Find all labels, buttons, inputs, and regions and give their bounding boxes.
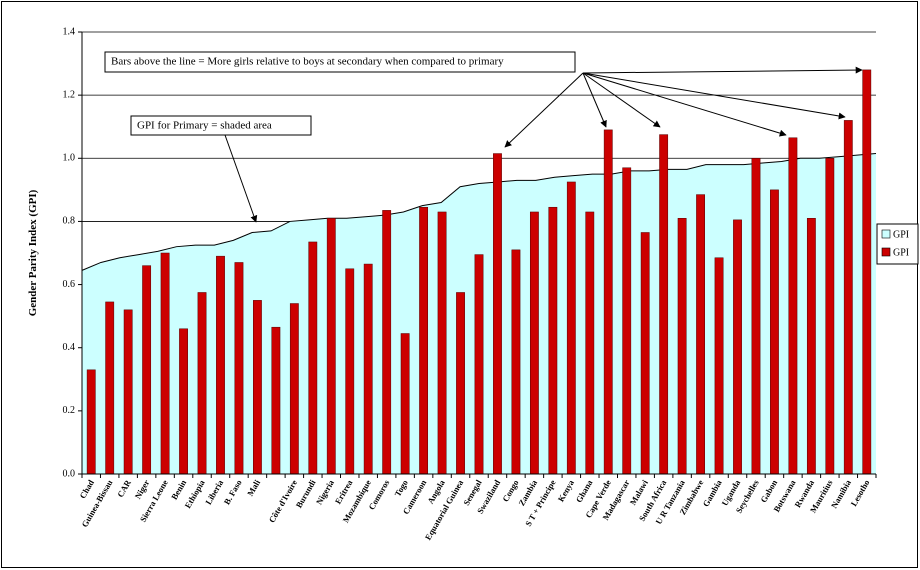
bar bbox=[696, 194, 705, 475]
bar bbox=[382, 210, 392, 475]
legend: GPI GPI bbox=[876, 223, 919, 265]
y-tick-label: 0.2 bbox=[63, 405, 76, 416]
bar bbox=[326, 218, 336, 475]
bar bbox=[234, 262, 244, 475]
arrows bbox=[224, 66, 863, 223]
bar bbox=[419, 206, 429, 475]
y-tick-label: 0.8 bbox=[63, 216, 76, 227]
bar bbox=[566, 181, 576, 475]
bar bbox=[345, 268, 355, 475]
bar bbox=[733, 219, 742, 475]
bar bbox=[677, 218, 687, 475]
bar bbox=[640, 232, 650, 475]
arrow bbox=[224, 134, 258, 223]
bar bbox=[456, 292, 465, 475]
bar bbox=[529, 211, 539, 475]
bar bbox=[400, 333, 410, 475]
bar bbox=[825, 158, 835, 475]
bar bbox=[806, 218, 816, 475]
bar bbox=[216, 255, 225, 475]
arrow bbox=[582, 66, 863, 74]
bar bbox=[160, 252, 170, 475]
legend-label: GPI bbox=[893, 229, 909, 240]
bar bbox=[179, 328, 188, 475]
bar bbox=[788, 137, 798, 475]
plot-area bbox=[78, 31, 877, 478]
bar bbox=[751, 158, 761, 475]
bar bbox=[659, 134, 669, 475]
arrow bbox=[582, 72, 661, 128]
arrow bbox=[582, 72, 846, 120]
annotation-box bbox=[104, 51, 576, 73]
y-tick-label: 1.4 bbox=[63, 26, 76, 37]
bar bbox=[511, 249, 521, 475]
y-axis-title: Gender Parity Index (GPI) bbox=[27, 189, 39, 316]
bar bbox=[770, 189, 779, 475]
annotation: GPI for Primary = shaded area bbox=[137, 120, 272, 132]
arrow bbox=[582, 72, 607, 128]
annotation-box bbox=[130, 115, 312, 136]
bar bbox=[271, 326, 281, 475]
y-tick-label: 0.4 bbox=[63, 342, 76, 353]
bar bbox=[86, 369, 96, 475]
bar bbox=[105, 301, 115, 475]
bar bbox=[474, 254, 484, 475]
bar bbox=[363, 263, 373, 475]
legend-swatch bbox=[881, 229, 891, 239]
bar bbox=[862, 69, 872, 475]
bar bbox=[714, 257, 724, 475]
annotation: Bars above the line = More girls relativ… bbox=[111, 56, 504, 68]
bar bbox=[622, 167, 632, 475]
y-tick-label: 0.0 bbox=[63, 468, 76, 479]
bar bbox=[142, 265, 152, 475]
bar bbox=[493, 153, 502, 475]
legend-swatch bbox=[881, 247, 891, 257]
bar bbox=[289, 303, 299, 475]
bar bbox=[437, 211, 447, 475]
bar bbox=[123, 309, 133, 475]
bar bbox=[603, 129, 613, 475]
bar bbox=[548, 206, 558, 475]
y-tick-label: 0.6 bbox=[63, 279, 76, 290]
arrow bbox=[582, 72, 787, 137]
y-tick-label: 1.2 bbox=[63, 89, 76, 100]
arrow bbox=[504, 72, 584, 148]
bar bbox=[197, 292, 207, 475]
bar bbox=[585, 211, 595, 475]
bar bbox=[253, 300, 262, 475]
area-line bbox=[81, 153, 877, 271]
bar bbox=[308, 241, 318, 475]
legend-label: GPI bbox=[893, 247, 909, 258]
y-tick-label: 1.0 bbox=[63, 153, 76, 164]
bar bbox=[843, 120, 853, 475]
